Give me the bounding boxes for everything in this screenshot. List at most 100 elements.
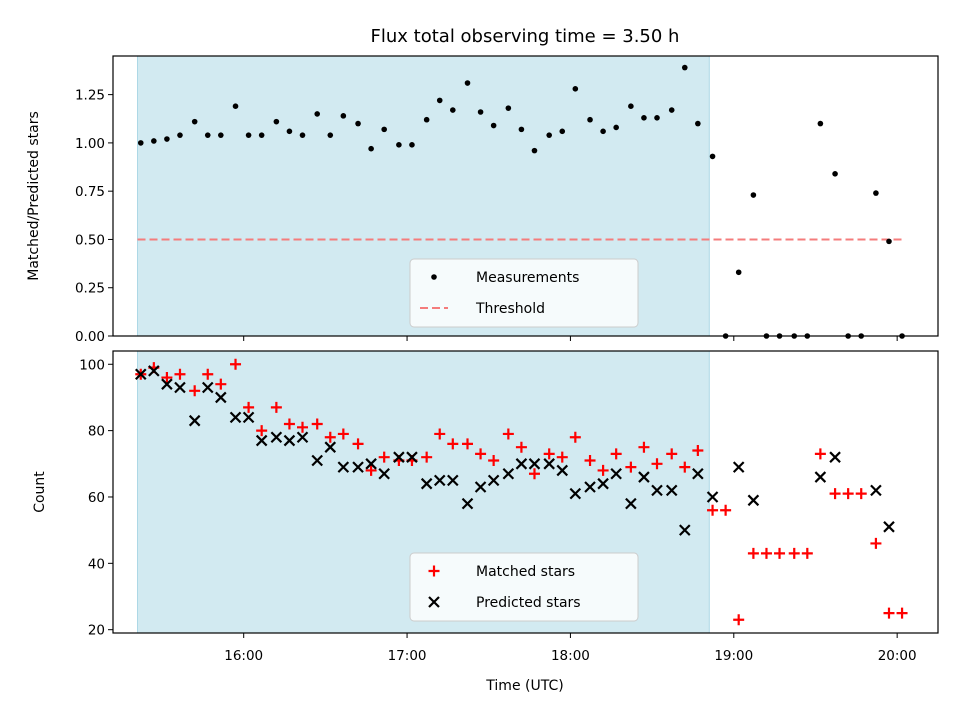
matched-star-point bbox=[556, 451, 568, 463]
measurement-point bbox=[355, 120, 361, 127]
matched-star-point bbox=[447, 438, 459, 450]
count-panel-frame bbox=[112, 350, 939, 634]
matched-star-point bbox=[475, 448, 487, 460]
matched-star-point bbox=[829, 488, 841, 500]
predicted-star-point bbox=[502, 467, 515, 480]
y-tick-label: 1.25 bbox=[75, 88, 105, 104]
predicted-star-point bbox=[283, 434, 296, 447]
predicted-star-point bbox=[188, 414, 201, 427]
predicted-star-point bbox=[706, 491, 719, 503]
predicted-star-point bbox=[365, 458, 377, 470]
predicted-star-point bbox=[474, 481, 487, 493]
matched-star-point bbox=[543, 448, 555, 460]
measurement-point bbox=[546, 132, 552, 138]
count-panel-legend: Matched stars Predicted stars bbox=[409, 552, 639, 622]
matched-star-point bbox=[855, 488, 867, 500]
measurement-point bbox=[218, 132, 224, 138]
measurement-point bbox=[286, 128, 293, 135]
predicted-star-point bbox=[829, 451, 841, 463]
ratio-panel-frame bbox=[112, 55, 939, 337]
measurement-point bbox=[299, 132, 306, 138]
predicted-star-point bbox=[610, 467, 622, 480]
x-tick-label: 16:00 bbox=[224, 648, 263, 664]
measurement-point bbox=[518, 126, 525, 133]
matched-star-point bbox=[883, 607, 895, 619]
predicted-star-point bbox=[161, 378, 173, 390]
x-axis-label: Time (UTC) bbox=[485, 678, 563, 694]
predicted-star-point bbox=[352, 461, 364, 473]
measurement-point bbox=[873, 190, 879, 196]
measurement-point bbox=[587, 116, 593, 123]
matched-star-point bbox=[651, 458, 663, 470]
predicted-star-point bbox=[337, 461, 350, 473]
measurement-point bbox=[613, 124, 619, 131]
measurement-point bbox=[232, 103, 239, 110]
measurement-point bbox=[817, 120, 824, 127]
matched-star-point bbox=[774, 547, 786, 559]
matched-star-point bbox=[692, 445, 704, 457]
matched-star-point bbox=[324, 431, 336, 443]
count-panel: 20 40 60 80 100 16:00 17:00 18:00 19:00 20:00 Co… bbox=[32, 350, 939, 664]
legend-label: Threshold bbox=[475, 301, 545, 317]
measurement-point bbox=[151, 138, 157, 144]
predicted-star-point bbox=[242, 411, 255, 424]
matched-star-point bbox=[679, 461, 691, 473]
predicted-star-point bbox=[528, 458, 541, 470]
measurement-point bbox=[886, 238, 892, 245]
predicted-star-point bbox=[814, 471, 827, 483]
measurement-point bbox=[423, 116, 430, 123]
matched-star-point bbox=[733, 614, 745, 626]
count-panel-x-ticks: 16:00 17:00 18:00 19:00 20:00 bbox=[224, 633, 917, 664]
matched-star-point bbox=[283, 418, 295, 430]
matched-star-point bbox=[311, 418, 323, 430]
legend-box bbox=[409, 258, 639, 328]
predicted-star-point bbox=[215, 391, 227, 404]
matched-star-point bbox=[842, 488, 854, 500]
measurement-point bbox=[572, 86, 579, 92]
matched-star-point bbox=[161, 372, 173, 384]
y-tick-label: 80 bbox=[88, 424, 105, 440]
predicted-star-point bbox=[638, 471, 650, 483]
count-panel-y-label: Count bbox=[32, 471, 48, 513]
measurement-point bbox=[327, 132, 334, 138]
predicted-star-point bbox=[732, 461, 745, 473]
measurement-point bbox=[177, 132, 183, 138]
measurement-point bbox=[600, 128, 606, 135]
measurement-point bbox=[695, 120, 701, 127]
matched-star-point bbox=[788, 547, 800, 559]
matched-star-point bbox=[297, 421, 309, 433]
matched-star-point bbox=[638, 441, 650, 453]
y-tick-label: 0.75 bbox=[75, 184, 105, 200]
predicted-star-point bbox=[870, 484, 882, 497]
matched-star-point bbox=[747, 547, 759, 559]
predicted-star-point bbox=[174, 381, 186, 394]
matched-star-point bbox=[215, 378, 227, 390]
matched-star-point bbox=[584, 454, 596, 466]
matched-star-point bbox=[202, 368, 214, 380]
measurement-point bbox=[314, 111, 321, 117]
predicted-star-point bbox=[461, 497, 474, 510]
matched-star-point bbox=[462, 438, 474, 450]
matched-star-point bbox=[230, 358, 242, 370]
measurement-point bbox=[396, 142, 402, 148]
ratio-panel: 0.00 0.25 0.50 0.75 1.00 1.25 Matched/Predict… bbox=[26, 55, 939, 345]
measurement-point bbox=[681, 64, 688, 71]
predicted-star-point bbox=[406, 451, 418, 463]
measurement-point bbox=[436, 97, 443, 104]
legend-label: Predicted stars bbox=[476, 595, 581, 611]
matched-star-point bbox=[270, 401, 282, 413]
measurement-point bbox=[832, 170, 838, 177]
legend-dot-marker bbox=[431, 274, 437, 280]
y-tick-label: 20 bbox=[88, 623, 105, 639]
ratio-panel-legend: Measurements Threshold bbox=[409, 258, 639, 328]
predicted-star-point bbox=[883, 521, 895, 533]
y-tick-label: 100 bbox=[79, 357, 105, 373]
predicted-star-point bbox=[487, 474, 500, 487]
matched-star-point bbox=[801, 547, 813, 559]
y-tick-label: 0.00 bbox=[75, 329, 105, 345]
legend-plus-marker bbox=[428, 565, 440, 577]
predicted-star-point bbox=[692, 467, 704, 480]
predicted-star-point bbox=[420, 477, 433, 490]
measurement-point bbox=[750, 192, 757, 198]
matched-star-point bbox=[243, 401, 255, 413]
